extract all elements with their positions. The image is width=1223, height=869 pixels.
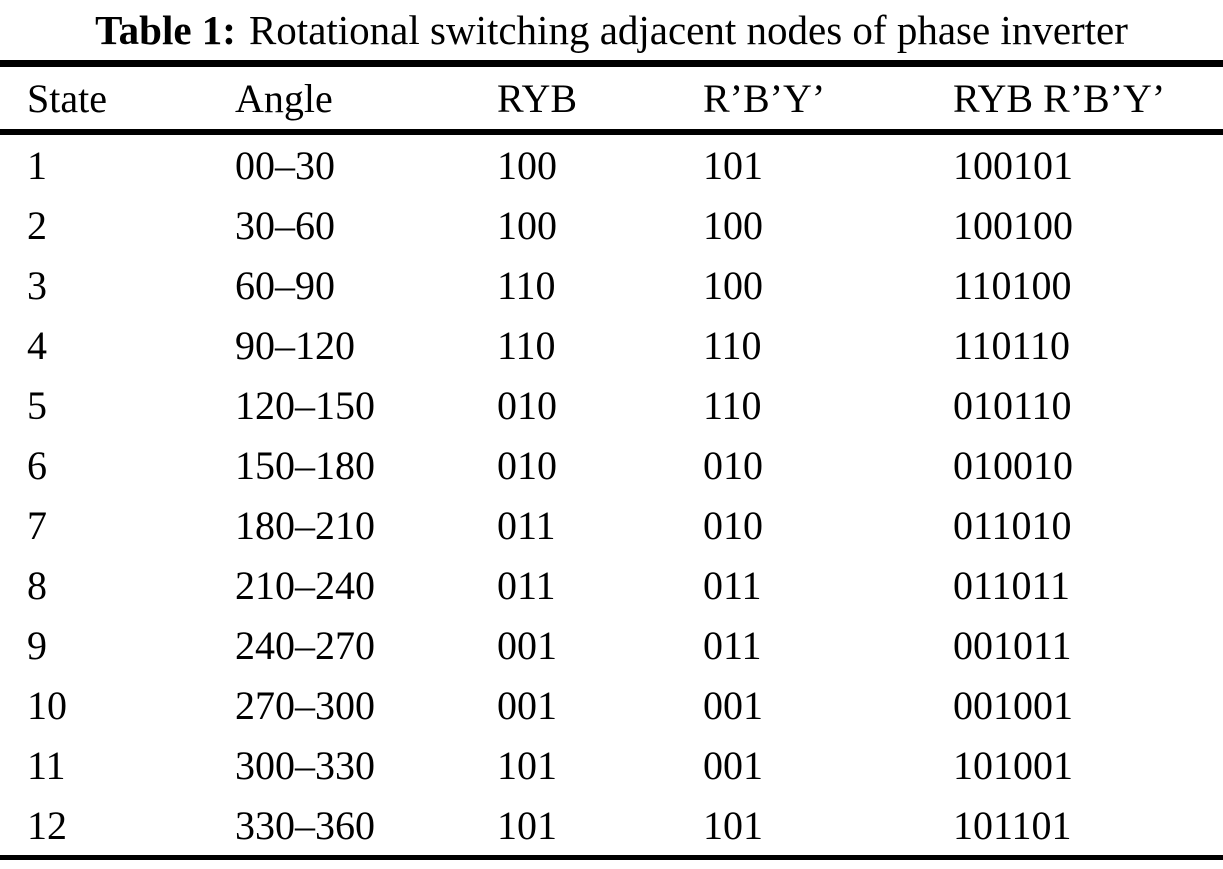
state-cell: 1: [27, 142, 47, 188]
rby-prime-cell: 101: [703, 802, 763, 848]
angle-cell: 60–90: [235, 262, 335, 308]
column-header-combined: RYB R’B’Y’: [953, 75, 1166, 121]
table-caption: Table 1: Rotational switching adjacent no…: [0, 6, 1223, 54]
angle-cell: 270–300: [235, 682, 375, 728]
combined-cell: 001011: [953, 622, 1072, 668]
rby-prime-cell: 011: [703, 622, 762, 668]
combined-cell: 101101: [953, 802, 1072, 848]
table-caption-text: Rotational switching adjacent nodes of p…: [248, 7, 1128, 53]
rby-prime-cell: 001: [703, 682, 763, 728]
state-cell: 8: [27, 562, 47, 608]
column-header-rby-prime: R’B’Y’: [703, 75, 826, 121]
angle-cell: 240–270: [235, 622, 375, 668]
combined-cell: 011010: [953, 502, 1072, 548]
angle-cell: 300–330: [235, 742, 375, 788]
rby-prime-cell: 010: [703, 502, 763, 548]
state-cell: 11: [27, 742, 66, 788]
state-cell: 7: [27, 502, 47, 548]
ryb-cell: 001: [497, 622, 557, 668]
table-row: 12 330–360 101 101 101101: [0, 795, 1223, 858]
rby-prime-cell: 001: [703, 742, 763, 788]
column-header-angle: Angle: [235, 75, 333, 121]
combined-cell: 100101: [953, 142, 1073, 188]
table-row: 6 150–180 010 010 010010: [0, 435, 1223, 495]
column-header-ryb: RYB: [497, 75, 578, 121]
table-row: 1 00–30 100 101 100101: [0, 132, 1223, 195]
combined-cell: 110100: [953, 262, 1072, 308]
rby-prime-cell: 100: [703, 262, 763, 308]
rby-prime-cell: 011: [703, 562, 762, 608]
combined-cell: 001001: [953, 682, 1073, 728]
table-row: 3 60–90 110 100 110100: [0, 255, 1223, 315]
ryb-cell: 001: [497, 682, 557, 728]
angle-cell: 180–210: [235, 502, 375, 548]
ryb-cell: 101: [497, 802, 557, 848]
angle-cell: 120–150: [235, 382, 375, 428]
state-cell: 10: [27, 682, 67, 728]
combined-cell: 101001: [953, 742, 1073, 788]
ryb-cell: 101: [497, 742, 557, 788]
state-cell: 4: [27, 322, 47, 368]
ryb-cell: 100: [497, 202, 557, 248]
ryb-cell: 110: [497, 262, 556, 308]
table-row: 5 120–150 010 110 010110: [0, 375, 1223, 435]
angle-cell: 00–30: [235, 142, 335, 188]
table-row: 9 240–270 001 011 001011: [0, 615, 1223, 675]
state-cell: 9: [27, 622, 47, 668]
table-header-row: State Angle RYB R’B’Y’ RYB R’B’Y’: [0, 64, 1223, 132]
table-row: 8 210–240 011 011 011011: [0, 555, 1223, 615]
table-body: 1 00–30 100 101 100101 2 30–60 100 100 1…: [0, 132, 1223, 858]
ryb-cell: 011: [497, 562, 556, 608]
rby-prime-cell: 110: [703, 382, 762, 428]
state-cell: 2: [27, 202, 47, 248]
combined-cell: 011011: [953, 562, 1071, 608]
switching-states-table: State Angle RYB R’B’Y’ RYB R’B’Y’ 1 00–3…: [0, 60, 1223, 860]
table-caption-label: Table 1:: [95, 7, 236, 53]
rby-prime-cell: 100: [703, 202, 763, 248]
table-header: State Angle RYB R’B’Y’ RYB R’B’Y’: [0, 64, 1223, 132]
angle-cell: 330–360: [235, 802, 375, 848]
table-row: 4 90–120 110 110 110110: [0, 315, 1223, 375]
angle-cell: 150–180: [235, 442, 375, 488]
ryb-cell: 010: [497, 442, 557, 488]
table-row: 10 270–300 001 001 001001: [0, 675, 1223, 735]
angle-cell: 90–120: [235, 322, 355, 368]
ryb-cell: 011: [497, 502, 556, 548]
state-cell: 6: [27, 442, 47, 488]
combined-cell: 010110: [953, 382, 1072, 428]
rby-prime-cell: 010: [703, 442, 763, 488]
table-row: 2 30–60 100 100 100100: [0, 195, 1223, 255]
angle-cell: 30–60: [235, 202, 335, 248]
state-cell: 5: [27, 382, 47, 428]
state-cell: 3: [27, 262, 47, 308]
ryb-cell: 110: [497, 322, 556, 368]
rby-prime-cell: 101: [703, 142, 763, 188]
ryb-cell: 010: [497, 382, 557, 428]
combined-cell: 010010: [953, 442, 1073, 488]
ryb-cell: 100: [497, 142, 557, 188]
combined-cell: 100100: [953, 202, 1073, 248]
rby-prime-cell: 110: [703, 322, 762, 368]
state-cell: 12: [27, 802, 67, 848]
column-header-state: State: [27, 75, 107, 121]
combined-cell: 110110: [953, 322, 1071, 368]
table-row: 7 180–210 011 010 011010: [0, 495, 1223, 555]
table-row: 11 300–330 101 001 101001: [0, 735, 1223, 795]
angle-cell: 210–240: [235, 562, 375, 608]
